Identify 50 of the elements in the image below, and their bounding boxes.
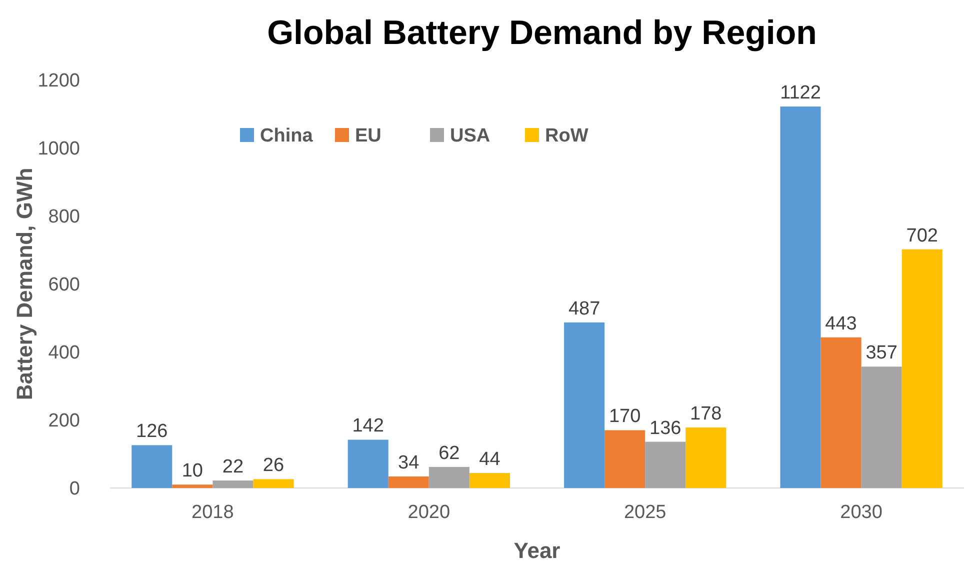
y-axis-title: Battery Demand, GWh [12, 168, 37, 400]
data-label: 10 [182, 460, 203, 482]
bar [645, 442, 686, 488]
bar [820, 337, 862, 488]
data-label: 34 [398, 452, 420, 474]
y-tick-label: 800 [48, 206, 80, 228]
x-axis-title: Year [514, 538, 561, 563]
x-tick-label: 2020 [408, 502, 450, 523]
data-label: 26 [262, 455, 284, 476]
bar [780, 106, 821, 488]
bar [861, 366, 902, 488]
y-tick-label: 400 [48, 342, 80, 364]
bar [428, 466, 470, 488]
bar [212, 480, 254, 488]
bar [348, 440, 388, 488]
data-label: 178 [690, 403, 722, 424]
data-label: 702 [906, 225, 938, 246]
bar [604, 430, 646, 488]
y-tick-label: 600 [48, 274, 80, 296]
y-tick-label: 200 [48, 410, 80, 432]
bar [469, 473, 510, 488]
legend-label: USA [450, 126, 490, 147]
chart-title: Global Battery Demand by Region [267, 14, 817, 52]
x-tick-label: 2030 [840, 502, 882, 523]
x-tick-label: 2025 [624, 502, 666, 523]
bar [172, 484, 213, 488]
data-label: 357 [866, 342, 898, 364]
bar [902, 249, 942, 488]
data-label: 1122 [780, 82, 821, 104]
data-label: 170 [608, 406, 641, 428]
legend-label: EU [355, 126, 382, 147]
bar [564, 322, 605, 488]
data-label: 126 [136, 421, 168, 442]
data-label: 487 [568, 298, 600, 320]
data-label: 142 [352, 416, 384, 437]
data-label: 44 [479, 449, 501, 470]
bar [686, 427, 726, 488]
bar [388, 476, 429, 488]
legend-label: RoW [545, 126, 588, 147]
legend-label: China [260, 126, 314, 147]
bar [253, 479, 294, 488]
y-tick-label: 0 [69, 478, 80, 500]
y-tick-label: 1000 [38, 138, 80, 160]
data-label: 62 [438, 442, 460, 464]
data-label: 22 [222, 456, 244, 478]
x-tick-label: 2018 [192, 502, 234, 523]
data-label: 443 [825, 313, 857, 334]
y-tick-label: 1200 [38, 70, 80, 92]
data-label: 136 [650, 418, 682, 439]
bar [132, 445, 172, 488]
